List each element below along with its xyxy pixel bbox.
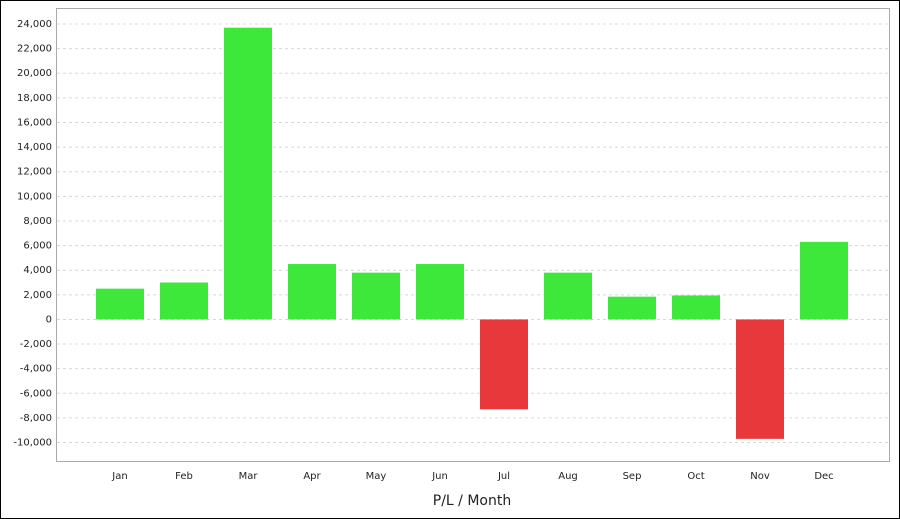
x-tick-label: Feb (175, 471, 193, 482)
bar (416, 264, 464, 320)
y-tick-label: 24,000 (17, 19, 52, 30)
y-tick-label: 14,000 (17, 142, 52, 153)
y-tick-label: 8,000 (23, 216, 52, 227)
bar (608, 296, 656, 320)
y-tick-label: -8,000 (20, 413, 52, 424)
x-tick-label: Aug (558, 471, 578, 482)
y-tick-label: 2,000 (23, 290, 52, 301)
bar (352, 272, 400, 320)
y-tick-label: 0 (46, 314, 52, 325)
x-tick-label: Mar (239, 471, 259, 482)
bar (672, 295, 720, 320)
bar (480, 319, 528, 410)
y-tick-label: 6,000 (23, 241, 52, 252)
x-tick-label: Jul (497, 471, 510, 482)
x-tick-label: Oct (687, 471, 704, 482)
bar (160, 282, 208, 320)
y-tick-label: 20,000 (17, 68, 52, 79)
bar (800, 241, 848, 320)
x-tick-label: Jun (431, 471, 448, 482)
y-tick-label: 10,000 (17, 191, 52, 202)
x-tick-label: Sep (623, 471, 642, 482)
bar (736, 319, 784, 439)
x-tick-label: Dec (814, 471, 833, 482)
x-axis-label: P/L / Month (433, 493, 511, 509)
x-tick-label: Nov (750, 471, 770, 482)
y-tick-label: -2,000 (20, 339, 52, 350)
y-tick-label: -6,000 (20, 388, 52, 399)
bar (544, 272, 592, 320)
y-tick-label: 22,000 (17, 44, 52, 55)
y-tick-label: 16,000 (17, 117, 52, 128)
bar (224, 27, 272, 320)
y-tick-label: -4,000 (20, 364, 52, 375)
bar (96, 288, 144, 320)
y-tick-label: 4,000 (23, 265, 52, 276)
x-tick-label: Jan (111, 471, 127, 482)
y-tick-label: -10,000 (13, 438, 52, 449)
bar (288, 264, 336, 320)
x-tick-label: May (366, 471, 387, 482)
y-tick-label: 18,000 (17, 93, 52, 104)
x-tick-label: Apr (303, 471, 321, 482)
y-tick-label: 12,000 (17, 167, 52, 178)
